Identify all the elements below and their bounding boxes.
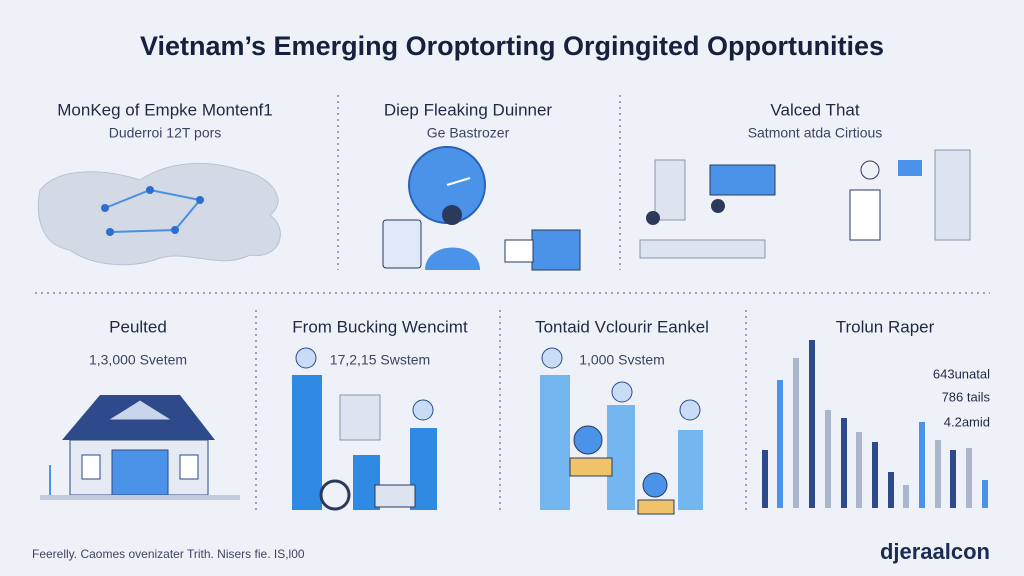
person-illustration (382, 146, 581, 271)
panel-label: 4.2amid (944, 414, 990, 429)
panel-heading: Tontaid Vclourir Eankel (535, 317, 709, 336)
panel-subheading: 1,3,000 Svetem (89, 352, 187, 368)
bar-illustration (292, 347, 437, 511)
bar-illustration (540, 347, 703, 515)
panel-heading: Valced That (770, 100, 859, 119)
map-illustration (37, 163, 281, 266)
panel-heading: MonKeg of Empke Montenf1 (57, 100, 272, 119)
panel-label: 643unatal (933, 366, 990, 381)
bar-illustration (762, 340, 988, 508)
panel-heading: Trolun Raper (836, 317, 935, 336)
title: Vietnam’s Emerging Oroptorting Orgingite… (140, 31, 884, 61)
panel-label: 786 tails (942, 389, 991, 404)
panel-heading: From Bucking Wencimt (292, 317, 468, 336)
house-illustration (40, 395, 240, 500)
panel-subheading: Ge Bastrozer (427, 125, 510, 141)
panel-heading: Diep Fleaking Duinner (384, 100, 553, 119)
panel-heading: Peulted (109, 317, 167, 336)
office-illustration (639, 149, 971, 259)
panel-subheading: Duderroi 12T pors (109, 125, 222, 141)
logo: djeraalcon (880, 539, 990, 564)
footer-note: Feerelly. Caomes ovenizater Trith. Niser… (32, 547, 305, 561)
panel-subheading: 17,2,15 Swstem (330, 352, 430, 368)
panel-subheading: Satmont atda Cirtious (748, 125, 883, 141)
panel-subheading: 1,000 Svstem (579, 352, 665, 368)
